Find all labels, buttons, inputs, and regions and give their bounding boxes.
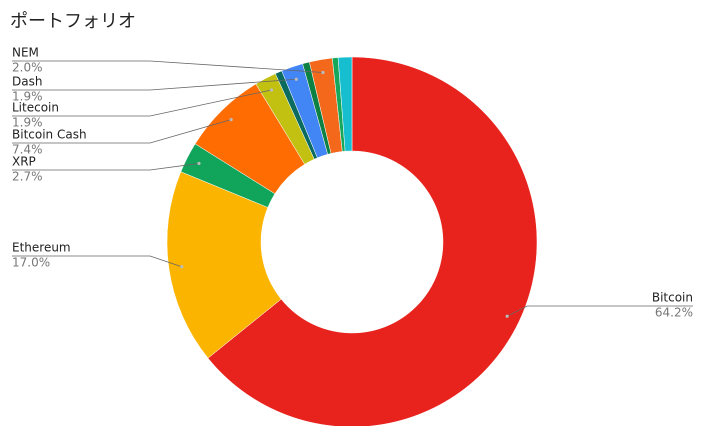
leader-line bbox=[12, 60, 323, 73]
slice-value: 2.7% bbox=[12, 170, 43, 184]
slice-value: 7.4% bbox=[12, 143, 43, 157]
leader-dot bbox=[505, 314, 509, 318]
slice-value: 1.9% bbox=[12, 90, 43, 104]
leader-dot bbox=[180, 265, 184, 269]
chart-title: ポートフォリオ bbox=[10, 11, 136, 32]
slice-label: Dash bbox=[12, 75, 42, 89]
slice bbox=[207, 56, 538, 426]
slice-value: 1.9% bbox=[12, 116, 43, 130]
leader-dot bbox=[229, 118, 233, 122]
slice-label: NEM bbox=[12, 46, 39, 60]
slice bbox=[337, 56, 353, 152]
slice-label: Bitcoin bbox=[652, 291, 693, 305]
slice-value: 64.2% bbox=[655, 306, 693, 320]
leader-line bbox=[12, 255, 182, 268]
slice-label: Ethereum bbox=[12, 241, 71, 255]
leader-dot bbox=[321, 70, 325, 75]
leader-line bbox=[12, 89, 272, 117]
slice bbox=[166, 171, 282, 359]
leader-dot bbox=[294, 77, 298, 81]
slice-value: 2.0% bbox=[12, 61, 43, 75]
slice-label: XRP bbox=[12, 155, 36, 169]
leader-line bbox=[12, 163, 200, 171]
leader-line bbox=[12, 119, 232, 144]
leader-line bbox=[12, 78, 297, 91]
slice-value: 17.0% bbox=[12, 256, 50, 270]
leader-line bbox=[506, 305, 693, 317]
leader-dot bbox=[197, 161, 201, 166]
slice-label: Litecoin bbox=[12, 101, 59, 115]
leader-dot bbox=[269, 88, 274, 92]
slice-label: Bitcoin Cash bbox=[12, 128, 87, 142]
